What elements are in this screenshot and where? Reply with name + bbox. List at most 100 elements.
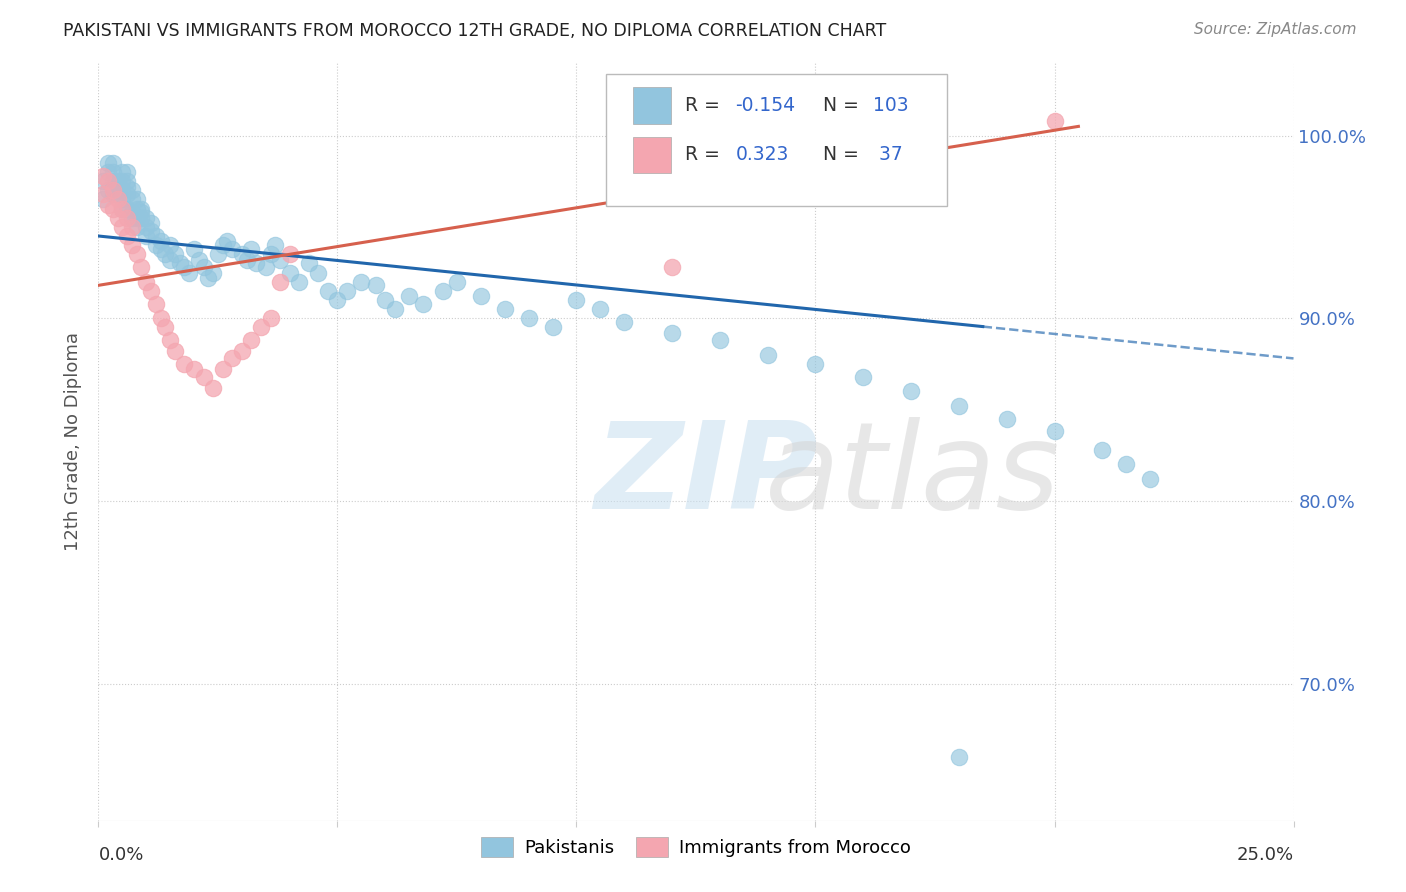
Point xyxy=(183,362,205,376)
Text: N =: N = xyxy=(823,145,865,164)
Point xyxy=(173,260,195,274)
Point xyxy=(139,216,162,230)
Point xyxy=(756,348,779,362)
Point xyxy=(661,260,683,274)
Point xyxy=(111,174,134,188)
Point xyxy=(135,229,157,244)
Point xyxy=(470,289,492,303)
Point xyxy=(159,252,181,267)
Text: ZIP: ZIP xyxy=(595,417,818,534)
Point xyxy=(221,351,243,366)
Point xyxy=(259,311,281,326)
Point xyxy=(1091,442,1114,457)
FancyBboxPatch shape xyxy=(633,87,671,124)
Point xyxy=(269,252,291,267)
Point xyxy=(374,293,396,307)
Point xyxy=(125,193,148,207)
Point xyxy=(131,202,153,216)
Text: -0.154: -0.154 xyxy=(735,96,796,115)
Point xyxy=(145,229,167,244)
Point xyxy=(1043,425,1066,439)
Y-axis label: 12th Grade, No Diploma: 12th Grade, No Diploma xyxy=(65,332,83,551)
Point xyxy=(121,183,143,197)
Text: atlas: atlas xyxy=(765,417,1060,534)
Point xyxy=(298,256,321,270)
Point xyxy=(202,266,225,280)
Point xyxy=(202,381,225,395)
Point xyxy=(804,357,827,371)
Point xyxy=(254,260,277,274)
Point xyxy=(432,284,454,298)
Point xyxy=(193,260,215,274)
Point xyxy=(278,247,301,261)
Point xyxy=(278,266,301,280)
Point xyxy=(115,179,138,194)
Point xyxy=(149,235,172,249)
Point xyxy=(121,219,143,234)
Point xyxy=(264,238,287,252)
Point xyxy=(97,165,120,179)
Point xyxy=(101,179,124,194)
Point xyxy=(135,211,157,225)
Point xyxy=(135,275,157,289)
Text: Source: ZipAtlas.com: Source: ZipAtlas.com xyxy=(1194,22,1357,37)
Point xyxy=(398,289,420,303)
Text: N =: N = xyxy=(823,96,865,115)
Point xyxy=(412,296,434,310)
Point xyxy=(159,238,181,252)
Point xyxy=(125,219,148,234)
Point xyxy=(107,183,129,197)
Point xyxy=(852,369,875,384)
Point xyxy=(661,326,683,340)
Point xyxy=(97,156,120,170)
Point xyxy=(995,411,1018,425)
Point xyxy=(900,384,922,399)
Point xyxy=(1139,472,1161,486)
Point xyxy=(101,174,124,188)
Point xyxy=(107,211,129,225)
Point xyxy=(131,205,153,219)
Text: PAKISTANI VS IMMIGRANTS FROM MOROCCO 12TH GRADE, NO DIPLOMA CORRELATION CHART: PAKISTANI VS IMMIGRANTS FROM MOROCCO 12T… xyxy=(63,22,887,40)
Point xyxy=(149,311,172,326)
Point xyxy=(207,247,229,261)
Point xyxy=(163,247,186,261)
Point xyxy=(125,202,148,216)
Text: 25.0%: 25.0% xyxy=(1236,846,1294,863)
Point xyxy=(211,238,233,252)
Point xyxy=(259,247,281,261)
Point xyxy=(948,399,970,413)
Point xyxy=(155,247,177,261)
Point xyxy=(97,198,120,212)
Point xyxy=(111,183,134,197)
Point xyxy=(139,284,162,298)
Point xyxy=(91,186,114,201)
Point xyxy=(217,235,239,249)
Point xyxy=(145,238,167,252)
Point xyxy=(197,271,219,285)
Point xyxy=(101,165,124,179)
Point xyxy=(240,333,263,347)
Point xyxy=(221,242,243,256)
Point xyxy=(494,302,516,317)
Point xyxy=(193,369,215,384)
Text: 0.323: 0.323 xyxy=(735,145,789,164)
Point xyxy=(101,186,124,201)
Point xyxy=(231,344,253,359)
Point xyxy=(97,174,120,188)
Point xyxy=(250,320,273,334)
Point xyxy=(111,202,134,216)
Point xyxy=(91,174,114,188)
Point xyxy=(115,229,138,244)
Point xyxy=(125,247,148,261)
Point xyxy=(709,333,731,347)
Point xyxy=(326,293,349,307)
Point xyxy=(135,219,157,234)
Point xyxy=(211,362,233,376)
Point xyxy=(111,193,134,207)
Point xyxy=(541,320,564,334)
Point xyxy=(107,193,129,207)
Point xyxy=(91,193,114,207)
Point xyxy=(517,311,540,326)
Point xyxy=(589,302,612,317)
Text: R =: R = xyxy=(685,96,725,115)
